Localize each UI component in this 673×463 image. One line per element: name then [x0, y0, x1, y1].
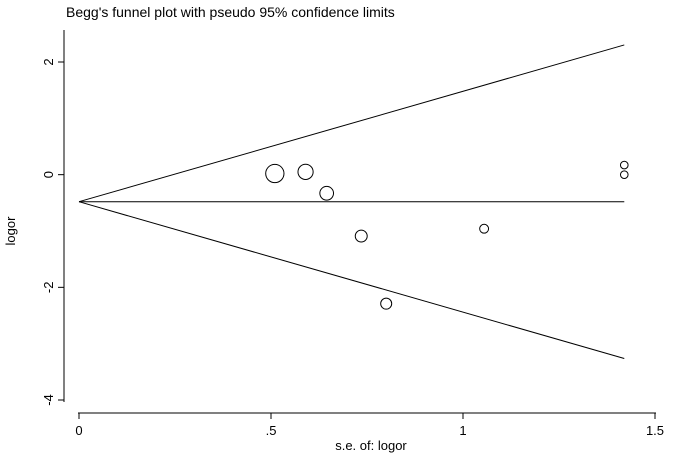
- lower-confidence-limit: [78, 201, 625, 359]
- x-tick-label: .5: [266, 423, 277, 438]
- study-point: [380, 297, 393, 310]
- y-tick-label: 2: [41, 58, 56, 65]
- x-tick-label: 1: [459, 423, 466, 438]
- upper-confidence-limit: [78, 44, 625, 203]
- y-tick-label: -4: [41, 394, 56, 406]
- study-point: [354, 229, 368, 243]
- study-point: [619, 160, 629, 170]
- study-point: [297, 163, 314, 180]
- x-axis-label: s.e. of: logor: [335, 438, 407, 453]
- x-tick-label: 1.5: [646, 423, 664, 438]
- y-tick-label: 0: [41, 171, 56, 178]
- y-axis-label: logor: [3, 216, 18, 246]
- study-markers: [265, 160, 629, 310]
- y-tick-label: -2: [41, 282, 56, 294]
- study-point: [319, 185, 335, 201]
- axes: 0 .5 1 1.5 -4 -2 0 2: [41, 30, 664, 438]
- confidence-lines: [78, 44, 625, 359]
- study-point: [619, 170, 629, 179]
- chart-title: Begg's funnel plot with pseudo 95% confi…: [66, 4, 395, 20]
- x-tick-label: 0: [75, 423, 82, 438]
- study-point: [479, 223, 490, 234]
- study-point: [265, 163, 285, 184]
